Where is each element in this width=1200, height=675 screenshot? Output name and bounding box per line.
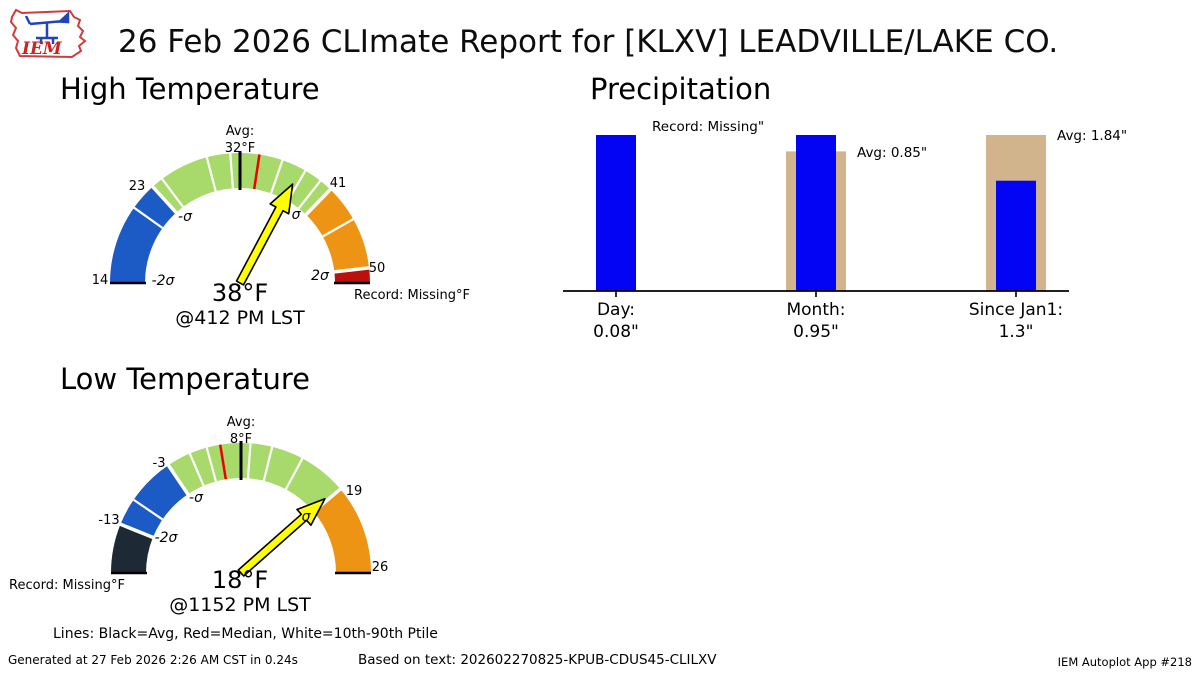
high-temp-label: -2σ: [152, 273, 176, 289]
high-temp-percentile-tick: [297, 180, 322, 210]
precip-annotation: Record: Missing": [652, 119, 764, 135]
high-temp-segment-blue: [110, 186, 177, 283]
high-temp-record-label: Record: Missing°F: [354, 288, 470, 303]
high-temp-label: -σ: [178, 209, 193, 225]
low-temp-label: -13: [98, 513, 119, 528]
lines-legend: Lines: Black=Avg, Red=Median, White=10th…: [53, 626, 438, 642]
high-temp-percentile-tick: [161, 178, 184, 208]
low-temp-percentile-tick: [188, 453, 205, 487]
precip-annotation: Avg: 1.84": [1057, 128, 1127, 144]
high-temperature-title: High Temperature: [60, 72, 320, 106]
low-temp-label: Avg:: [227, 415, 255, 430]
precip-annotation: Avg: 0.85": [857, 145, 927, 161]
low-temp-percentile-tick: [246, 443, 252, 479]
generated-timestamp: Generated at 27 Feb 2026 2:26 AM CST in …: [8, 653, 298, 667]
low-temp-label: σ: [302, 509, 312, 525]
high-temp-percentile-tick: [322, 218, 354, 238]
precip-observed-bar: [796, 135, 836, 291]
low-temp-segment-blue: [120, 465, 188, 538]
iem-logo-text: IEM: [21, 39, 63, 59]
low-temp-segment-boundary: [118, 522, 155, 540]
high-temp-percentile-tick: [205, 157, 217, 192]
high-temp-label: Avg:: [226, 124, 254, 139]
low-temp-label: 26: [372, 560, 389, 575]
high-temp-label: 2σ: [311, 268, 330, 284]
high-temp-label: 23: [129, 179, 146, 194]
low-temp-segment-darknavy: [111, 524, 153, 573]
low-temp-segment-orange: [313, 489, 371, 573]
high-temp-label: 32°F: [225, 141, 256, 156]
precip-group-value: 0.95": [793, 322, 839, 342]
high-temp-label: σ: [292, 207, 302, 223]
low-temp-label: 8°F: [230, 432, 252, 447]
low-temp-time-label: @1152 PM LST: [169, 594, 311, 616]
based-on-text: Based on text: 202602270825-KPUB-CDUS45-…: [358, 652, 717, 668]
autoplot-app-id: IEM Autoplot App #218: [1057, 655, 1192, 669]
low-temp-label: -2σ: [155, 530, 179, 546]
high-temp-median-tick: [252, 154, 261, 190]
low-temp-median-tick: [218, 444, 228, 480]
precip-observed-bar: [996, 180, 1036, 291]
iem-logo: IEM: [9, 8, 87, 59]
high-temp-segment-boundary: [333, 265, 371, 274]
high-temp-label: 14: [92, 273, 109, 288]
high-temp-time-label: @412 PM LST: [175, 307, 305, 329]
low-temp-percentile-tick: [132, 498, 164, 521]
low-temp-observed-value: 18°F: [212, 566, 268, 594]
precipitation-title: Precipitation: [590, 72, 772, 106]
high-temp-percentile-tick: [270, 159, 284, 194]
precip-group-value: 1.3": [999, 322, 1034, 342]
low-temp-percentile-tick: [284, 457, 304, 490]
low-temp-segment-green: [168, 442, 341, 512]
low-temp-needle: [237, 497, 326, 577]
weather-vane-icon: [24, 11, 70, 44]
precip-group-value: 0.08": [593, 322, 639, 342]
low-temp-label: -3: [153, 456, 166, 471]
high-temp-percentile-tick: [133, 206, 164, 229]
high-temp-segment-boundary: [304, 187, 333, 217]
low-temp-record-label: Record: Missing°F: [9, 578, 125, 593]
high-temp-observed-value: 38°F: [212, 279, 268, 307]
high-temp-percentile-tick: [229, 153, 234, 189]
high-temp-needle: [235, 183, 294, 286]
precip-observed-bar: [596, 135, 636, 291]
high-temp-segment-boundary: [150, 184, 179, 215]
precip-group-label: Since Jan1:: [969, 300, 1063, 320]
low-temp-percentile-tick: [262, 446, 274, 482]
low-temp-segment-boundary: [166, 463, 190, 497]
high-temp-label: 41: [330, 176, 347, 191]
low-temp-label: 19: [346, 484, 363, 499]
page-title: 26 Feb 2026 CLImate Report for [KLXV] LE…: [118, 24, 1059, 60]
low-temp-percentile-tick: [205, 447, 217, 482]
low-temp-label: -σ: [189, 490, 204, 506]
high-temp-segment-orange: [305, 189, 370, 272]
precip-group-label: Month:: [786, 300, 845, 320]
low-temperature-title: Low Temperature: [60, 362, 311, 396]
high-temp-label: 50: [369, 261, 386, 276]
precip-group-label: Day:: [597, 300, 635, 320]
